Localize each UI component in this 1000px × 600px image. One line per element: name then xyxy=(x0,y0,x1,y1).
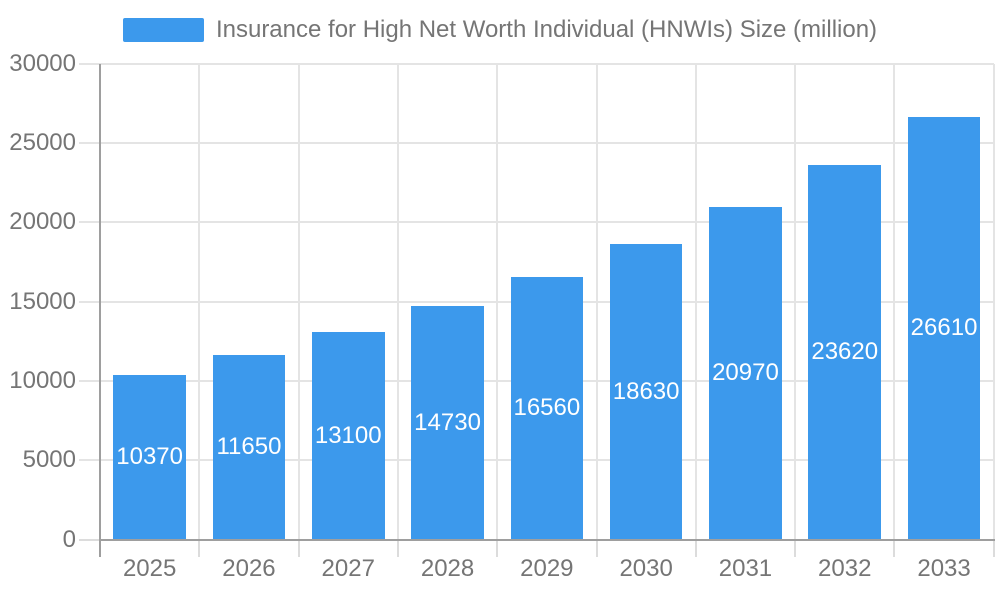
bar-2026[interactable] xyxy=(212,354,286,540)
legend-swatch-icon xyxy=(122,18,204,42)
bar-2032[interactable] xyxy=(808,164,882,540)
x-axis-label: 2031 xyxy=(718,555,773,582)
y-axis-label: 30000 xyxy=(9,49,76,77)
bar-value-label: 16560 xyxy=(513,394,581,422)
bar-2030[interactable] xyxy=(609,243,683,540)
y-axis-label: 25000 xyxy=(9,128,76,156)
y-axis-label: 15000 xyxy=(9,287,76,315)
x-gridline xyxy=(794,63,797,540)
x-gridline xyxy=(595,63,598,540)
bar-value-label: 20970 xyxy=(712,359,779,387)
bar-2028[interactable] xyxy=(411,305,484,540)
x-axis-label: 2025 xyxy=(122,555,177,582)
x-gridline xyxy=(198,63,201,540)
x-tick xyxy=(297,540,300,557)
y-axis-label: 10000 xyxy=(9,366,76,394)
bar-value-label: 13100 xyxy=(314,421,382,449)
x-axis-label: 2027 xyxy=(321,555,375,582)
bar-value-label: 18630 xyxy=(612,377,680,405)
x-axis-line xyxy=(99,538,995,541)
legend[interactable]: Insurance for High Net Worth Individual … xyxy=(0,17,1000,43)
bar-2025[interactable] xyxy=(113,374,186,540)
y-axis-label: 0 xyxy=(62,525,76,553)
bar-value-label: 26610 xyxy=(910,314,978,342)
x-tick xyxy=(694,540,697,557)
x-axis-label: 2033 xyxy=(917,555,971,582)
bar-2033[interactable] xyxy=(907,117,981,540)
x-tick xyxy=(396,540,399,557)
x-tick xyxy=(198,540,201,557)
y-gridline xyxy=(79,141,994,144)
x-tick xyxy=(496,540,499,557)
y-axis-label: 20000 xyxy=(9,208,76,236)
x-axis-label: 2026 xyxy=(222,555,276,582)
legend-label: Insurance for High Net Worth Individual … xyxy=(215,16,878,43)
bar-2029[interactable] xyxy=(510,276,584,540)
x-gridline xyxy=(396,63,399,540)
x-gridline xyxy=(893,63,896,540)
x-tick xyxy=(595,540,598,557)
y-gridline xyxy=(79,221,994,224)
y-gridline xyxy=(79,62,994,65)
x-gridline xyxy=(496,63,499,540)
x-tick xyxy=(992,540,995,557)
x-axis-label: 2030 xyxy=(619,555,673,582)
y-axis-label: 5000 xyxy=(22,446,76,474)
x-axis-label: 2028 xyxy=(420,555,475,582)
x-axis-label: 2029 xyxy=(520,555,574,582)
bar-value-label: 11650 xyxy=(216,433,282,461)
bar-2031[interactable] xyxy=(709,206,782,540)
x-gridline xyxy=(297,63,300,540)
bar-value-label: 14730 xyxy=(414,408,481,436)
y-axis-line xyxy=(99,63,101,557)
x-tick xyxy=(794,540,797,557)
bar-value-label: 23620 xyxy=(811,338,879,366)
bar-2027[interactable] xyxy=(311,331,385,540)
x-axis-label: 2032 xyxy=(818,555,872,582)
x-gridline xyxy=(992,63,995,540)
bar-value-label: 10370 xyxy=(116,443,184,471)
x-tick xyxy=(893,540,896,557)
x-gridline xyxy=(694,63,697,540)
y-tick xyxy=(79,538,100,541)
